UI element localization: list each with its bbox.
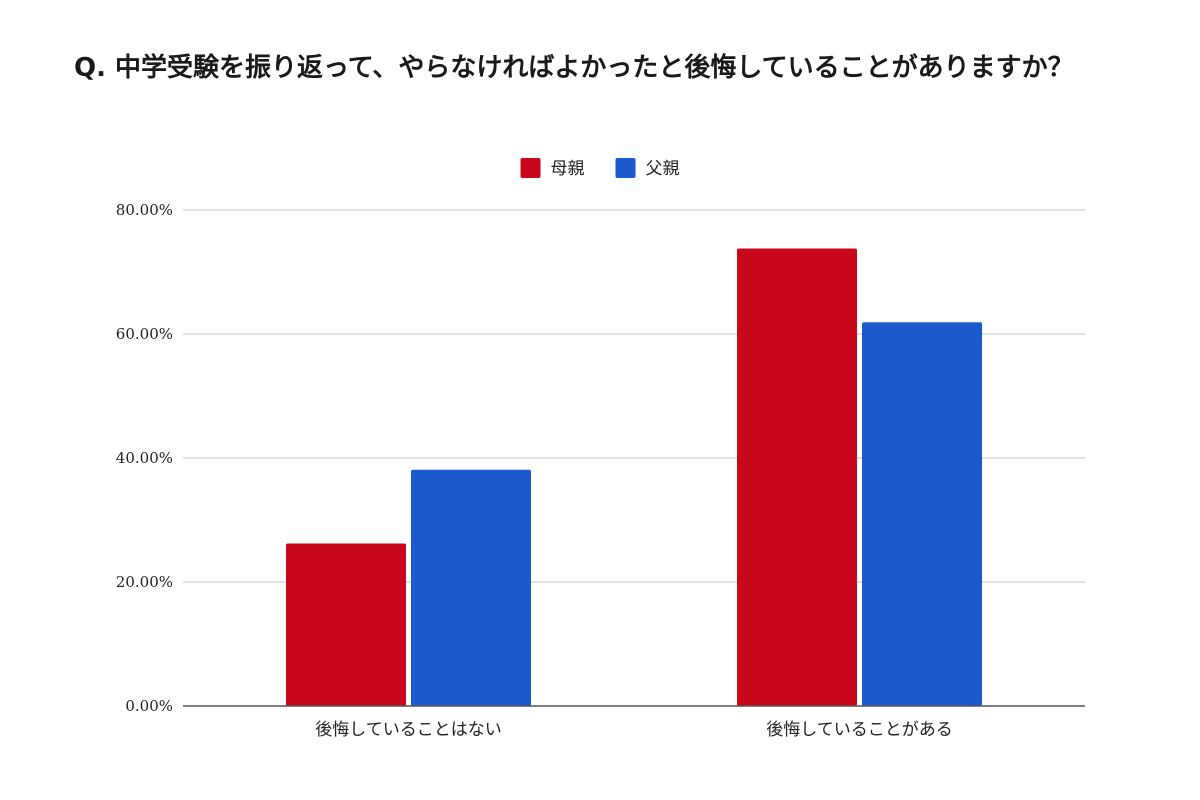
y-tick-label: 60.00%	[116, 325, 173, 343]
bars	[286, 248, 982, 706]
bar	[411, 469, 531, 706]
y-tick-label: 0.00%	[125, 697, 173, 715]
chart-title: Q. 中学受験を振り返って、やらなければよかったと後悔していることがありますか？	[74, 53, 1074, 83]
bar	[286, 543, 406, 706]
legend-label: 母親	[551, 159, 585, 179]
legend-label: 父親	[646, 159, 680, 179]
x-category-label: 後悔していることがある	[766, 720, 953, 740]
bar	[737, 248, 857, 706]
x-axis-labels: 後悔していることはない 後悔していることがある	[315, 720, 953, 740]
y-tick-label: 20.00%	[116, 573, 173, 591]
legend-swatch	[615, 158, 636, 178]
legend-swatch	[520, 158, 541, 178]
x-category-label: 後悔していることはない	[315, 720, 502, 740]
bar	[862, 322, 982, 706]
legend: 母親 父親	[520, 158, 680, 179]
y-tick-label: 80.00%	[116, 201, 173, 219]
y-tick-label: 40.00%	[116, 449, 173, 467]
y-axis-ticks: 0.00% 20.00% 40.00% 60.00% 80.00%	[116, 201, 173, 715]
